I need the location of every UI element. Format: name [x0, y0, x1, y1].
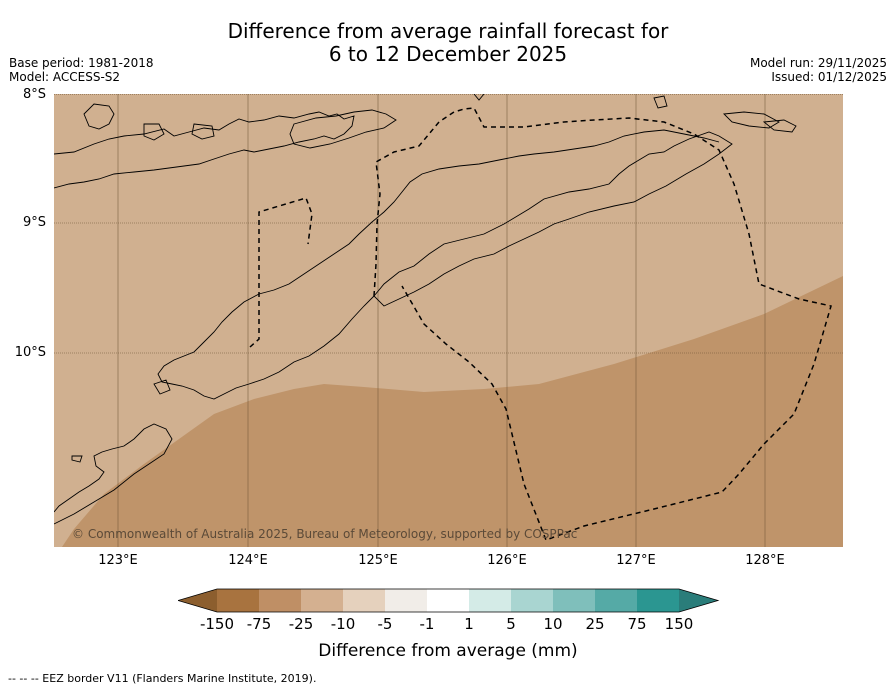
coast-timor-east — [373, 131, 733, 307]
coast-islet-5 — [723, 111, 780, 129]
lon-label-125e: 125°E — [358, 553, 398, 568]
coast-islet-6 — [762, 119, 797, 133]
coast-wetar-island — [289, 109, 397, 149]
lat-label-9s: 9°S — [22, 215, 46, 230]
colorbar-swatch-2 — [259, 589, 301, 612]
model-run: Model run: 29/11/2025 — [749, 56, 887, 70]
colorbar — [178, 588, 720, 613]
eez-border-oecusse — [249, 197, 313, 348]
model-name: Model: ACCESS-S2 — [9, 70, 121, 84]
colorbar-swatch-8 — [511, 589, 553, 612]
coast-islet-2 — [143, 123, 165, 141]
issued-date: Issued: 01/12/2025 — [771, 70, 887, 84]
colorbar-title: Difference from average (mm) — [318, 641, 578, 661]
copyright-notice: © Commonwealth of Australia 2025, Bureau… — [72, 527, 578, 541]
title-line-1: Difference from average rainfall forecas… — [227, 19, 669, 43]
colorbar-swatch-4 — [343, 589, 385, 612]
coast-islet-9 — [153, 379, 171, 395]
base-period: Base period: 1981-2018 — [9, 56, 154, 70]
chart-title: Difference from average rainfall forecas… — [0, 20, 896, 66]
coast-islet-7 — [473, 94, 485, 101]
colorbar-tick-label-3: -25 — [288, 615, 314, 633]
lat-label-10s: 10°S — [14, 345, 46, 360]
colorbar-swatch-10 — [595, 589, 637, 612]
colorbar-tick-label-6: -1 — [419, 615, 435, 633]
colorbar-tick-label-10: 25 — [585, 615, 605, 633]
lon-label-128e: 128°E — [745, 553, 785, 568]
colorbar-swatch-7 — [469, 589, 511, 612]
colorbar-tick-label-9: 10 — [543, 615, 563, 633]
colorbar-swatch-6 — [427, 589, 469, 612]
meta-left: Base period: 1981-2018 Model: ACCESS-S2 — [9, 56, 154, 84]
coastlines — [54, 94, 797, 525]
colorbar-swatch-1 — [217, 589, 259, 612]
rainfall-map — [54, 94, 843, 547]
coast-islet-1 — [83, 103, 115, 130]
title-line-2: 6 to 12 December 2025 — [328, 42, 568, 66]
graticule — [54, 94, 843, 547]
coast-islet-3 — [191, 123, 215, 140]
eez-border — [249, 107, 832, 541]
colorbar-swatch-3 — [301, 589, 343, 612]
coast-islet-8 — [71, 455, 83, 463]
colorbar-tick-label-5: -5 — [377, 615, 393, 633]
colorbar-tick-label-8: 5 — [506, 615, 516, 633]
colorbar-tick-label-11: 75 — [627, 615, 647, 633]
colorbar-tick-label-1: -150 — [199, 615, 235, 633]
lat-label-8s: 8°S — [22, 87, 46, 102]
meta-right: Model run: 29/11/2025 Issued: 01/12/2025 — [750, 56, 887, 84]
colorbar-swatch-11 — [637, 589, 679, 612]
drier-region — [62, 276, 843, 547]
colorbar-arrow-left — [178, 589, 217, 612]
colorbar-outline — [178, 588, 720, 613]
colorbar-arrow-right — [679, 589, 718, 612]
colorbar-swatch-5 — [385, 589, 427, 612]
eez-border-timor-leste — [373, 107, 832, 541]
lon-label-126e: 126°E — [487, 553, 527, 568]
lon-label-123e: 123°E — [98, 553, 138, 568]
coast-rote-island — [54, 423, 173, 525]
colorbar-tick-label-2: -75 — [246, 615, 272, 633]
colorbar-tick-label-4: -10 — [330, 615, 356, 633]
lon-label-127e: 127°E — [616, 553, 656, 568]
eez-footnote: -- -- -- EEZ border V11 (Flanders Marine… — [8, 672, 317, 685]
coast-timor-west — [157, 129, 720, 400]
colorbar-swatch-9 — [553, 589, 595, 612]
lon-label-124e: 124°E — [228, 553, 268, 568]
coast-islet-4 — [653, 95, 668, 109]
coast-north-islands — [54, 111, 355, 189]
colorbar-tick-label-7: 1 — [464, 615, 474, 633]
colorbar-tick-label-12: 150 — [664, 615, 694, 633]
